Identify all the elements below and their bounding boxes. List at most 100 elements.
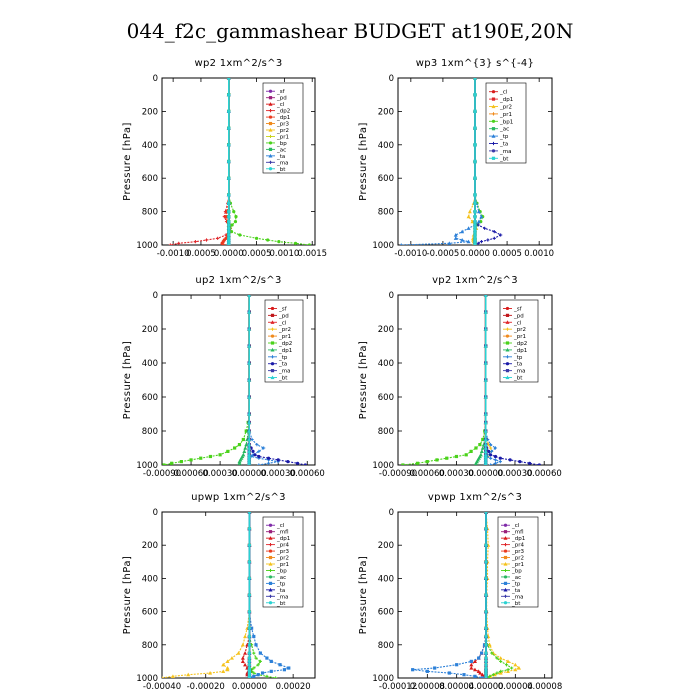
- legend-marker: [268, 115, 273, 119]
- data-point: [177, 241, 181, 245]
- y-tick-label: 0: [389, 291, 394, 301]
- data-point: [254, 643, 258, 647]
- legend-marker: [270, 341, 275, 345]
- legend-marker: [505, 334, 510, 338]
- data-point: [483, 446, 488, 450]
- legend-marker: [268, 555, 273, 560]
- data-point: [225, 667, 230, 672]
- data-point: [229, 230, 234, 234]
- legend-marker: [491, 156, 496, 160]
- data-point: [247, 560, 252, 564]
- y-tick-label: 400: [142, 359, 158, 369]
- legend-marker: [491, 104, 496, 109]
- legend-label: _cl: [278, 320, 287, 326]
- legend-marker: [268, 549, 273, 553]
- data-point: [484, 651, 488, 655]
- y-tick-label: 400: [378, 141, 394, 151]
- data-point: [234, 215, 238, 219]
- legend-label: _ta: [276, 588, 285, 594]
- data-point: [488, 453, 493, 457]
- legend-marker: [270, 313, 275, 317]
- data-point: [484, 512, 488, 514]
- data-point: [469, 662, 474, 667]
- legend-marker: [503, 581, 508, 585]
- legend-marker: [491, 119, 496, 123]
- data-point: [483, 327, 488, 331]
- data-point: [498, 656, 503, 660]
- data-point: [490, 651, 494, 655]
- legend-label: _dp2: [278, 341, 292, 347]
- data-point: [477, 656, 481, 660]
- y-tick-label: 600: [142, 608, 158, 618]
- data-point: [247, 378, 252, 382]
- x-tick-label: -0.00012: [379, 682, 417, 692]
- legend-label: _bt: [276, 167, 286, 173]
- x-tick-label: 0.00008: [410, 682, 445, 692]
- data-point: [493, 446, 498, 450]
- y-tick-label: 400: [142, 141, 158, 151]
- y-tick-label: 1000: [136, 241, 158, 251]
- legend-marker: [491, 90, 496, 94]
- data-point: [484, 656, 488, 660]
- x-tick-label: -0.00040: [143, 682, 181, 692]
- legend-label: _ma: [513, 369, 525, 375]
- data-point: [247, 643, 252, 647]
- panel-3: up2 1xm^2/s^3 Pressure [hPa] 0 200 400 600 800…: [122, 275, 325, 479]
- data-point: [227, 220, 231, 224]
- data-point: [473, 176, 477, 180]
- data-point: [499, 669, 503, 673]
- data-point: [286, 460, 290, 464]
- x-tick-label: 0.0010: [524, 249, 554, 259]
- legend-label: _bp1: [499, 119, 513, 125]
- data-point: [453, 232, 458, 237]
- legend-marker: [503, 568, 508, 573]
- data-point: [225, 659, 230, 663]
- data-point: [295, 461, 300, 465]
- legend-marker: [270, 347, 275, 352]
- x-tick-label: 0.00008: [527, 682, 562, 692]
- data-point: [488, 443, 493, 447]
- y-tick-label: 1000: [372, 241, 394, 251]
- data-point: [473, 241, 477, 245]
- legend-marker: [270, 362, 275, 366]
- data-point: [453, 236, 458, 240]
- x-tick-label: 0.00060: [527, 469, 562, 479]
- y-tick-label: 1000: [136, 674, 158, 684]
- data-point: [476, 223, 480, 227]
- data-point: [247, 442, 252, 447]
- data-point: [499, 233, 503, 237]
- x-tick-label: 0.00020: [276, 682, 311, 692]
- legend-label: _ta: [511, 588, 520, 594]
- data-point: [481, 437, 485, 442]
- y-tick-label: 0: [153, 74, 158, 84]
- legend-label: _cl: [276, 523, 285, 529]
- x-tick-label: 0.0015: [297, 249, 327, 259]
- panel-title: wp2 1xm^2/s^3: [194, 58, 282, 69]
- data-point: [473, 240, 477, 244]
- data-point: [247, 449, 252, 453]
- data-point: [247, 651, 252, 655]
- legend-marker: [268, 562, 273, 566]
- data-point: [243, 634, 248, 639]
- x-tick-label: 0.0005: [492, 249, 522, 259]
- legend-marker: [268, 147, 273, 151]
- data-point: [224, 215, 228, 219]
- data-point: [221, 662, 226, 667]
- data-point: [193, 240, 197, 244]
- legend-marker: [491, 112, 496, 116]
- data-point: [227, 93, 231, 97]
- legend-label: _dp1: [276, 536, 290, 542]
- legend-label: _dp1: [513, 348, 527, 354]
- data-point: [513, 667, 518, 672]
- legend-marker: [268, 160, 273, 164]
- plot-frame: [161, 511, 316, 679]
- x-tick-label: 0.00004: [439, 682, 474, 692]
- data-point: [488, 446, 493, 450]
- x-tick-label: 0.00030: [439, 469, 474, 479]
- data-point: [247, 512, 252, 514]
- data-point: [252, 634, 256, 639]
- legend-marker: [503, 536, 508, 540]
- legend-label: _pr2: [278, 327, 291, 333]
- data-point: [266, 238, 270, 242]
